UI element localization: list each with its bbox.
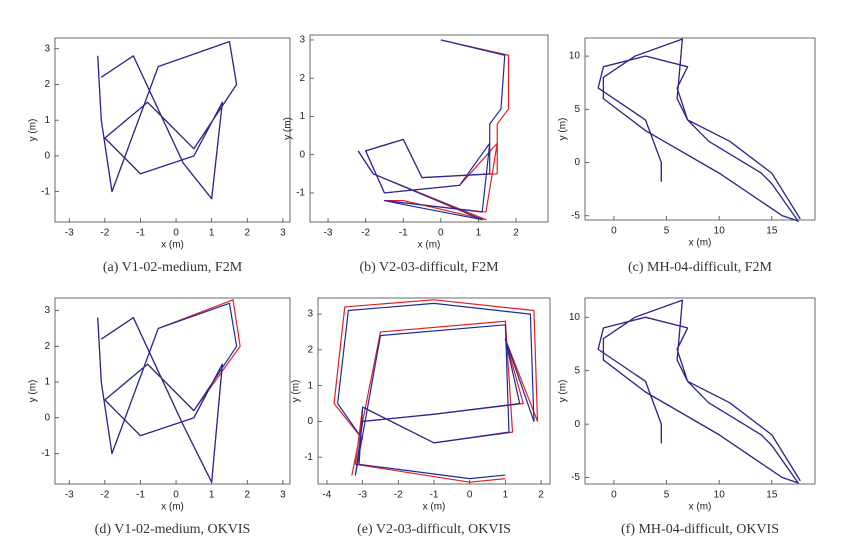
y-tick-label: 2 bbox=[299, 73, 305, 84]
x-tick-label: 1 bbox=[209, 228, 215, 239]
x-tick-label: 0 bbox=[611, 490, 617, 501]
x-tick-label: 2 bbox=[244, 490, 250, 501]
caption: (b) V2-03-difficult, F2M bbox=[359, 260, 499, 275]
y-axis-label: y (m) bbox=[28, 119, 39, 142]
x-tick-label: 10 bbox=[714, 226, 726, 237]
y-tick-label: 3 bbox=[44, 305, 50, 316]
plot-frame bbox=[584, 37, 816, 221]
x-tick-label: -2 bbox=[394, 490, 403, 501]
caption: (e) V2-03-difficult, OKVIS bbox=[357, 522, 511, 537]
x-tick-label: -1 bbox=[136, 490, 145, 501]
y-tick-label: 3 bbox=[307, 309, 313, 320]
plot-frame bbox=[309, 34, 549, 223]
y-tick-label: 1 bbox=[299, 111, 305, 122]
y-tick-label: -5 bbox=[571, 210, 580, 221]
plot-frame bbox=[54, 37, 291, 223]
y-tick-label: 0 bbox=[44, 412, 50, 423]
x-tick-label: -3 bbox=[65, 228, 74, 239]
y-axis-label: y (m) bbox=[28, 380, 39, 403]
x-tick-label: 2 bbox=[244, 228, 250, 239]
y-tick-label: 3 bbox=[299, 35, 305, 46]
trajectory bbox=[97, 302, 238, 483]
x-tick-label: -3 bbox=[324, 228, 333, 239]
x-axis-label: x (m) bbox=[161, 502, 184, 513]
y-tick-label: -5 bbox=[571, 472, 580, 483]
y-tick-label: -1 bbox=[41, 448, 50, 459]
y-tick-label: 0 bbox=[44, 151, 50, 162]
x-tick-label: 15 bbox=[766, 490, 778, 501]
x-tick-label: 0 bbox=[438, 228, 444, 239]
y-tick-label: 0 bbox=[307, 416, 313, 427]
y-tick-label: 1 bbox=[44, 115, 50, 126]
x-tick-label: -2 bbox=[100, 228, 109, 239]
y-tick-label: -1 bbox=[41, 186, 50, 197]
trajectory bbox=[357, 39, 510, 221]
x-tick-label: -3 bbox=[65, 490, 74, 501]
trajectory bbox=[357, 39, 506, 221]
x-tick-label: 5 bbox=[664, 226, 670, 237]
x-tick-label: -1 bbox=[399, 228, 408, 239]
trajectory bbox=[597, 38, 801, 222]
y-axis-label: y (m) bbox=[291, 380, 302, 403]
y-tick-label: 10 bbox=[569, 312, 581, 323]
y-tick-label: -1 bbox=[296, 188, 305, 199]
trajectory bbox=[97, 40, 238, 200]
trajectory bbox=[597, 38, 801, 222]
x-tick-label: 1 bbox=[476, 228, 482, 239]
y-axis-label: y (m) bbox=[558, 118, 569, 141]
x-tick-label: 2 bbox=[538, 490, 544, 501]
x-tick-label: -1 bbox=[430, 490, 439, 501]
x-tick-label: 0 bbox=[173, 490, 179, 501]
x-axis-label: x (m) bbox=[161, 240, 184, 251]
plot-frame bbox=[584, 297, 816, 485]
y-tick-label: 3 bbox=[44, 43, 50, 54]
y-tick-label: 2 bbox=[44, 79, 50, 90]
trajectory bbox=[597, 299, 801, 484]
x-tick-label: 5 bbox=[664, 490, 670, 501]
y-tick-label: 1 bbox=[307, 380, 313, 391]
x-tick-label: 0 bbox=[611, 226, 617, 237]
y-tick-label: 5 bbox=[574, 365, 580, 376]
x-axis-label: x (m) bbox=[423, 502, 446, 513]
x-tick-label: 2 bbox=[513, 228, 519, 239]
x-tick-label: 15 bbox=[766, 226, 778, 237]
x-tick-label: 0 bbox=[467, 490, 473, 501]
plot-frame bbox=[54, 297, 291, 485]
y-tick-label: 0 bbox=[299, 149, 305, 160]
x-tick-label: -3 bbox=[358, 490, 367, 501]
x-tick-label: 3 bbox=[280, 228, 286, 239]
x-tick-label: -1 bbox=[136, 228, 145, 239]
caption: (a) V1-02-medium, F2M bbox=[103, 260, 243, 275]
caption: (d) V1-02-medium, OKVIS bbox=[95, 522, 251, 537]
x-tick-label: -4 bbox=[322, 490, 331, 501]
x-axis-label: x (m) bbox=[418, 240, 441, 251]
y-tick-label: 0 bbox=[574, 419, 580, 430]
x-axis-label: x (m) bbox=[689, 238, 712, 249]
x-tick-label: 1 bbox=[503, 490, 509, 501]
y-tick-label: 10 bbox=[569, 51, 581, 62]
plot-frame bbox=[317, 297, 551, 485]
x-tick-label: 10 bbox=[714, 490, 726, 501]
y-tick-label: -1 bbox=[304, 452, 313, 463]
x-tick-label: -2 bbox=[361, 228, 370, 239]
x-tick-label: 0 bbox=[173, 228, 179, 239]
y-axis-label: y (m) bbox=[558, 380, 569, 403]
y-tick-label: 2 bbox=[44, 341, 50, 352]
x-tick-label: 3 bbox=[280, 490, 286, 501]
y-axis-label: y (m) bbox=[283, 117, 294, 140]
y-tick-label: 0 bbox=[574, 157, 580, 168]
trajectory bbox=[597, 299, 801, 484]
x-tick-label: 1 bbox=[209, 490, 215, 501]
caption: (c) MH-04-difficult, F2M bbox=[628, 260, 773, 275]
x-axis-label: x (m) bbox=[689, 502, 712, 513]
y-tick-label: 1 bbox=[44, 377, 50, 388]
x-tick-label: -2 bbox=[100, 490, 109, 501]
trajectory bbox=[337, 302, 535, 480]
y-tick-label: 2 bbox=[307, 345, 313, 356]
caption: (f) MH-04-difficult, OKVIS bbox=[621, 522, 779, 537]
y-tick-label: 5 bbox=[574, 104, 580, 115]
